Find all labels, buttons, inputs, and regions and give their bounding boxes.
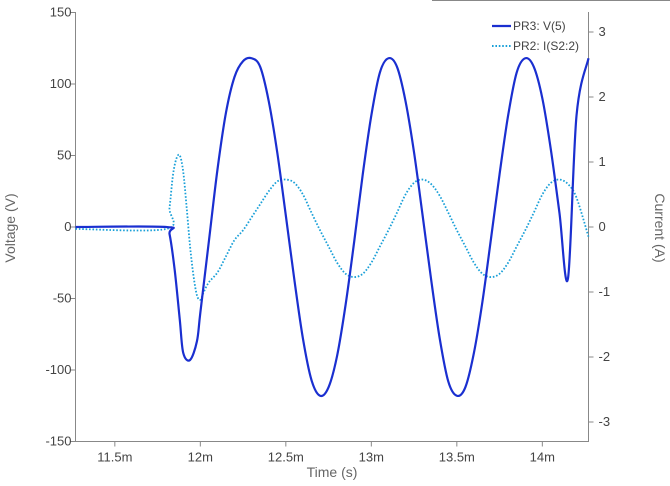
right-tick-label: 2 bbox=[599, 89, 606, 104]
x-tick-label: 14m bbox=[530, 450, 555, 465]
x-axis-ticks: 11.5m 12m 12.5m 13m 13.5m 14m bbox=[97, 441, 555, 465]
series-line-current bbox=[75, 153, 590, 301]
left-tick-label: 150 bbox=[50, 5, 72, 20]
legend: PR3: V(5) PR2: I(S2:2) bbox=[492, 19, 579, 53]
left-axis-ticks: 150 100 50 0 -50 -100 -150 bbox=[45, 5, 76, 449]
right-tick-label: -3 bbox=[599, 414, 611, 429]
x-tick-label: 12.5m bbox=[268, 450, 304, 465]
left-tick-label: -100 bbox=[45, 362, 71, 377]
right-axis-title: Current (A) bbox=[652, 193, 668, 262]
left-tick-label: 100 bbox=[50, 76, 72, 91]
legend-label-voltage: PR3: V(5) bbox=[513, 19, 566, 33]
x-tick-label: 13.5m bbox=[439, 450, 475, 465]
legend-label-current: PR2: I(S2:2) bbox=[513, 39, 579, 53]
right-tick-label: 1 bbox=[599, 154, 606, 169]
x-tick-label: 11.5m bbox=[97, 450, 132, 465]
left-tick-label: -50 bbox=[53, 291, 72, 306]
series-line-voltage bbox=[75, 56, 590, 398]
right-tick-label: 3 bbox=[599, 24, 606, 39]
right-tick-label: -2 bbox=[599, 349, 611, 364]
left-tick-label: -150 bbox=[45, 434, 71, 449]
left-tick-label: 50 bbox=[57, 148, 71, 163]
x-tick-label: 12m bbox=[188, 450, 213, 465]
x-axis-title: Time (s) bbox=[307, 464, 358, 480]
right-tick-label: -1 bbox=[599, 284, 611, 299]
left-tick-label: 0 bbox=[64, 219, 71, 234]
x-tick-label: 13m bbox=[359, 450, 384, 465]
left-axis-title: Voltage (V) bbox=[2, 193, 18, 262]
right-axis-ticks: 3 2 1 0 -1 -2 -3 bbox=[588, 24, 611, 429]
series-layer bbox=[75, 56, 590, 398]
right-tick-label: 0 bbox=[599, 219, 606, 234]
